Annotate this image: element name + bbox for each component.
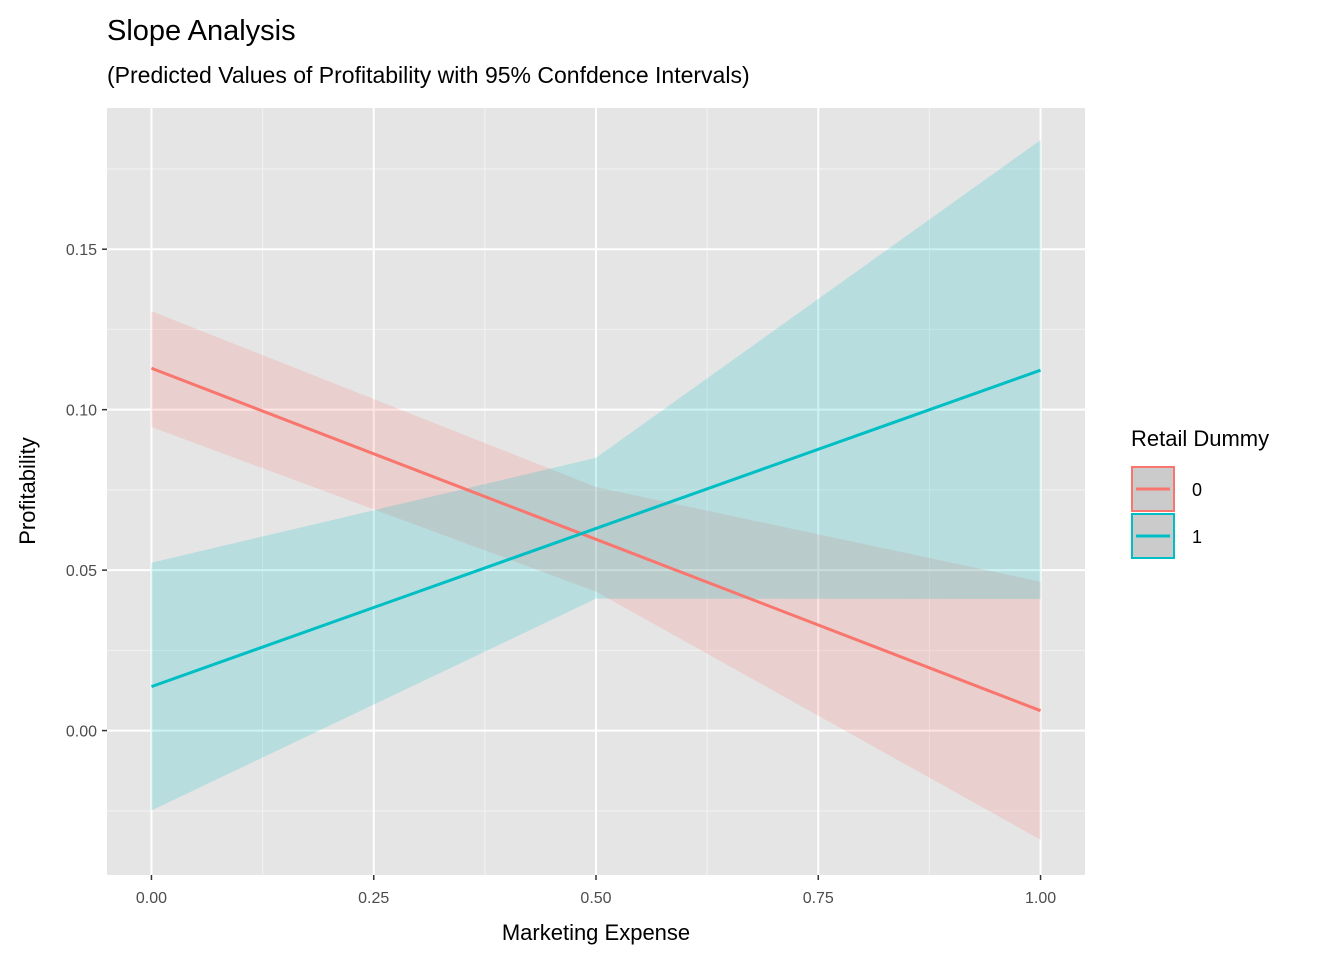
legend-label-0: 0 <box>1192 480 1202 500</box>
y-tick-label: 0.15 <box>66 242 97 259</box>
legend-title: Retail Dummy <box>1131 426 1269 451</box>
legend-label-1: 1 <box>1192 527 1202 547</box>
prediction-line-1 <box>150 368 1042 689</box>
x-tick-label: 0.50 <box>580 890 611 907</box>
y-tick-label: 0.05 <box>66 563 97 580</box>
x-tick-label: 1.00 <box>1025 890 1056 907</box>
chart-title: Slope Analysis <box>107 15 296 47</box>
y-tick-label: 0.00 <box>66 724 97 741</box>
chart-subtitle: (Predicted Values of Profitability with … <box>107 62 750 88</box>
x-axis-title: Marketing Expense <box>502 920 690 945</box>
x-tick-label: 0.25 <box>358 890 389 907</box>
confidence-ribbon-1 <box>151 140 1041 811</box>
legend: Retail Dummy 0 1 <box>1131 426 1269 559</box>
x-tick-label: 0.00 <box>136 890 167 907</box>
x-tick-label: 0.75 <box>803 890 834 907</box>
confidence-ribbon-0 <box>151 311 1041 840</box>
y-axis-title: Profitability <box>15 437 40 545</box>
y-tick-label: 0.10 <box>66 403 97 420</box>
prediction-line-0 <box>150 366 1042 713</box>
